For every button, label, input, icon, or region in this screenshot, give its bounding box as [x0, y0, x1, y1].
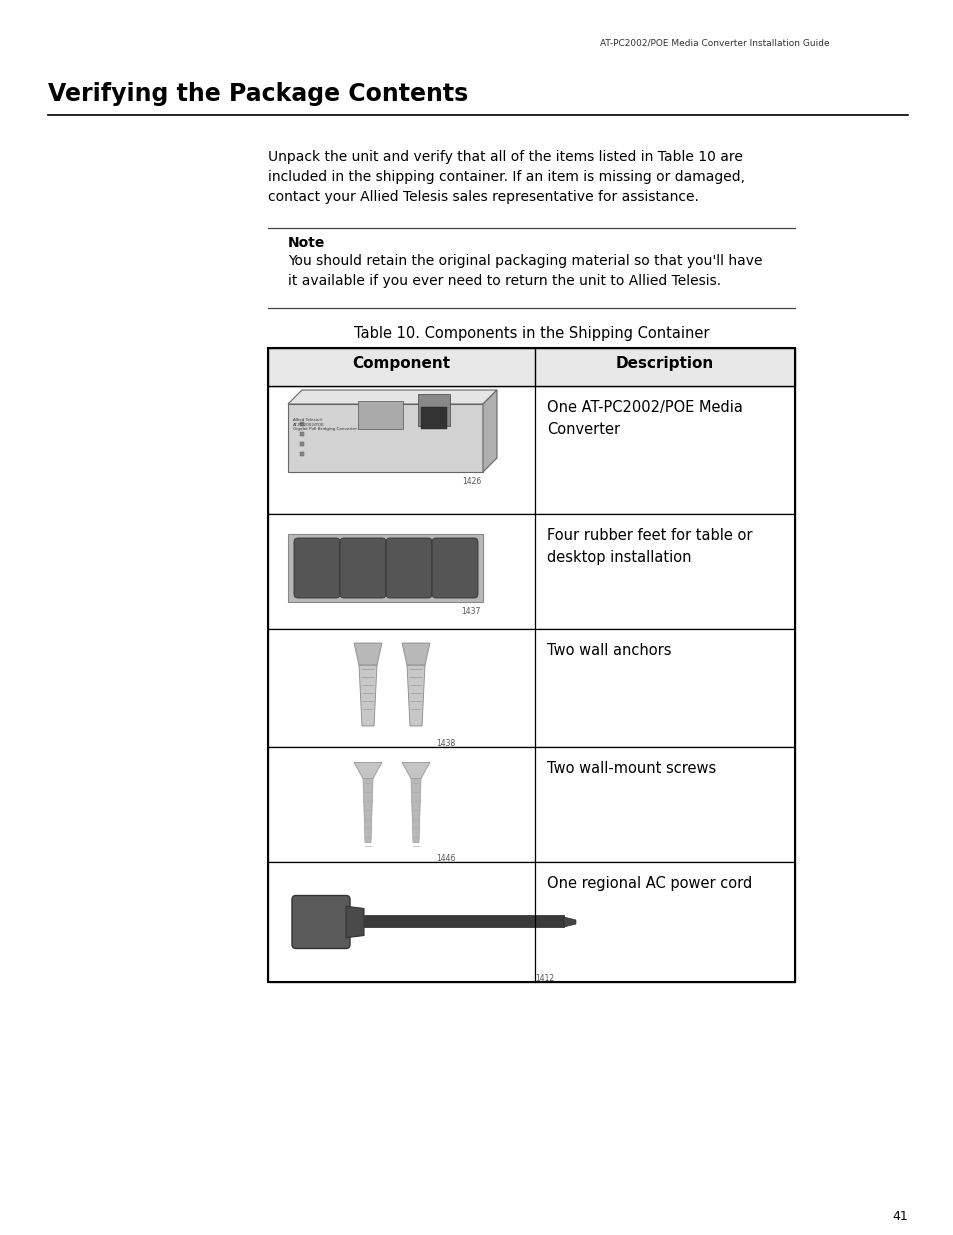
Text: Two wall-mount screws: Two wall-mount screws — [546, 761, 716, 776]
Polygon shape — [407, 664, 424, 726]
Text: 1446: 1446 — [436, 853, 455, 863]
Polygon shape — [363, 778, 373, 842]
Bar — [268, 514, 794, 629]
Text: Verifying the Package Contents: Verifying the Package Contents — [48, 82, 468, 106]
Bar — [364, 915, 563, 927]
Bar — [299, 452, 304, 456]
Text: 1412: 1412 — [535, 974, 554, 983]
Text: Two wall anchors: Two wall anchors — [546, 643, 671, 658]
Text: Table 10. Components in the Shipping Container: Table 10. Components in the Shipping Con… — [354, 326, 708, 341]
Bar — [299, 442, 304, 446]
Polygon shape — [401, 762, 430, 778]
Text: Unpack the unit and verify that all of the items listed in Table 10 are
included: Unpack the unit and verify that all of t… — [268, 149, 744, 204]
Polygon shape — [482, 390, 497, 472]
Text: One AT-PC2002/POE Media
Converter: One AT-PC2002/POE Media Converter — [546, 400, 742, 437]
Text: 41: 41 — [891, 1210, 907, 1223]
Text: Note: Note — [288, 236, 325, 249]
Bar — [268, 348, 794, 387]
Bar — [268, 348, 794, 982]
FancyBboxPatch shape — [339, 538, 386, 598]
Polygon shape — [346, 906, 364, 937]
Bar — [299, 432, 304, 436]
Polygon shape — [563, 918, 576, 927]
FancyBboxPatch shape — [432, 538, 477, 598]
Text: Four rubber feet for table or
desktop installation: Four rubber feet for table or desktop in… — [546, 529, 752, 564]
Bar — [288, 404, 482, 472]
FancyBboxPatch shape — [294, 538, 339, 598]
Text: 1426: 1426 — [461, 477, 480, 487]
Polygon shape — [288, 390, 497, 404]
Text: AT-PC2002/POE Media Converter Installation Guide: AT-PC2002/POE Media Converter Installati… — [599, 38, 829, 47]
Bar — [420, 408, 447, 429]
Text: Component: Component — [352, 356, 450, 370]
Bar — [288, 534, 482, 601]
Bar — [268, 747, 794, 862]
Text: Allied Telesis®
AT-PC2002/POE
Gigabit PoE Bridging Converter: Allied Telesis® AT-PC2002/POE Gigabit Po… — [293, 417, 356, 431]
Text: You should retain the original packaging material so that you'll have
it availab: You should retain the original packaging… — [288, 254, 761, 288]
Text: One regional AC power cord: One regional AC power cord — [546, 876, 752, 890]
Polygon shape — [354, 762, 381, 778]
Polygon shape — [358, 664, 376, 726]
Text: 1438: 1438 — [436, 739, 455, 748]
Polygon shape — [411, 778, 420, 842]
Bar — [417, 394, 450, 426]
Bar — [268, 862, 794, 982]
Bar — [268, 387, 794, 514]
FancyBboxPatch shape — [292, 895, 350, 948]
Text: Description: Description — [616, 356, 714, 370]
FancyBboxPatch shape — [386, 538, 432, 598]
Text: 1437: 1437 — [461, 606, 480, 616]
Polygon shape — [401, 643, 430, 664]
Bar — [357, 401, 402, 429]
Polygon shape — [354, 643, 381, 664]
Bar — [299, 422, 304, 426]
Bar — [268, 629, 794, 747]
